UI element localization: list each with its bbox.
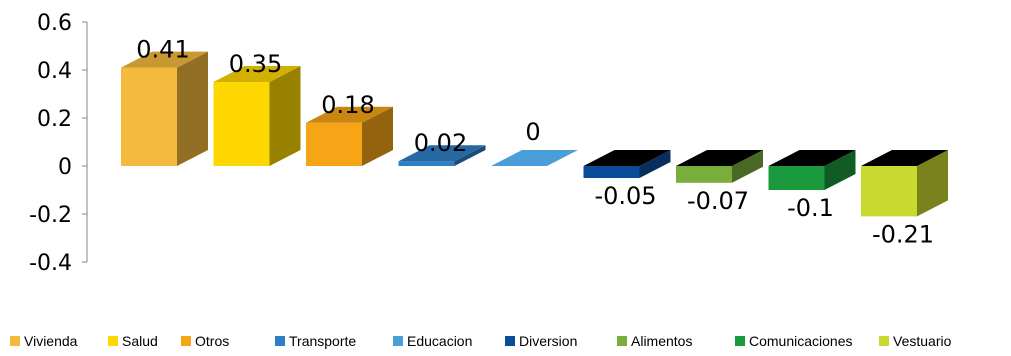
data-label: 0.41 — [136, 36, 189, 64]
bar-top — [583, 150, 671, 166]
bar-alimentos — [676, 150, 763, 183]
legend-label: Otros — [195, 333, 229, 349]
legend-label: Educacion — [407, 333, 472, 349]
bar-side — [454, 145, 486, 166]
legend-label: Diversion — [519, 333, 577, 349]
data-label: -0.05 — [594, 182, 656, 210]
legend-label: Comunicaciones — [749, 333, 853, 349]
bar-front — [398, 161, 455, 166]
bar-front — [306, 122, 362, 166]
legend-swatch — [393, 336, 403, 346]
legend-label: Vestuario — [893, 333, 952, 349]
bar-salud — [213, 66, 301, 166]
bar-front — [583, 166, 640, 178]
bar-front — [213, 82, 270, 166]
bar-vivienda — [121, 51, 208, 166]
bar-top — [676, 150, 763, 166]
bar-educacion — [491, 150, 578, 166]
bar-side — [269, 66, 301, 166]
bar-front — [861, 166, 917, 217]
data-label: 0 — [525, 118, 540, 146]
legend-swatch — [275, 336, 285, 346]
bar-front — [676, 166, 732, 183]
bar-side — [362, 106, 393, 166]
y-tick-label: -0.2 — [29, 203, 72, 228]
bar-top — [768, 150, 856, 166]
legend-item-vivienda: Vivienda — [10, 333, 78, 349]
legend-item-otros: Otros — [181, 333, 229, 349]
data-label: 0.35 — [229, 50, 282, 78]
legend-item-diversion: Diversion — [505, 333, 577, 349]
legend-swatch — [617, 336, 627, 346]
bar-front — [121, 67, 177, 166]
legend-item-vestuario: Vestuario — [879, 333, 952, 349]
bar-side — [824, 150, 856, 190]
bar-comunicaciones — [768, 150, 856, 190]
y-tick-label: 0.6 — [37, 11, 72, 36]
legend-item-comunicaciones: Comunicaciones — [735, 333, 853, 349]
legend-swatch — [10, 336, 20, 346]
legend-swatch — [879, 336, 889, 346]
legend-swatch — [181, 336, 191, 346]
data-label: -0.21 — [872, 220, 934, 248]
bar-side — [917, 150, 948, 217]
bar-top — [213, 66, 301, 82]
legend-swatch — [505, 336, 515, 346]
data-label: -0.07 — [687, 187, 749, 215]
y-tick-label: 0.4 — [37, 59, 72, 84]
legend: Vivienda Salud Otros Transporte Educacion Div… — [10, 333, 952, 349]
bars — [121, 51, 948, 217]
data-label: 0.02 — [414, 129, 467, 157]
y-tick-label: 0.2 — [37, 107, 72, 132]
bar-top — [861, 150, 948, 166]
bar-top — [121, 51, 208, 68]
data-label: -0.1 — [787, 194, 834, 222]
bar-diversion — [583, 150, 671, 178]
data-labels: 0.41 0.35 0.18 0.02 0 -0.05 -0.07 -0.1 -0.21 — [136, 36, 934, 249]
legend-label: Alimentos — [631, 333, 692, 349]
bar-front — [768, 166, 825, 190]
bar-side — [732, 150, 763, 183]
y-tick-label: -0.4 — [29, 251, 72, 276]
legend-label: Vivienda — [24, 333, 78, 349]
legend-swatch — [108, 336, 118, 346]
data-label: 0.18 — [321, 91, 374, 119]
bar-side — [177, 51, 208, 166]
legend-label: Salud — [122, 333, 158, 349]
legend-swatch — [735, 336, 745, 346]
legend-item-salud: Salud — [108, 333, 158, 349]
legend-item-educacion: Educacion — [393, 333, 472, 349]
legend-item-transporte: Transporte — [275, 333, 356, 349]
bar-transporte — [398, 145, 486, 166]
bar-vestuario — [861, 150, 948, 217]
bar-side — [639, 150, 671, 178]
y-axis: 0.6 0.4 0.2 0 -0.2 -0.4 — [29, 11, 88, 276]
bar-top — [306, 106, 393, 123]
bar-top — [491, 150, 578, 166]
bar-top — [398, 145, 486, 162]
y-tick-label: 0 — [58, 155, 72, 180]
legend-item-alimentos: Alimentos — [617, 333, 692, 349]
legend-label: Transporte — [289, 333, 356, 349]
bar-otros — [306, 106, 393, 166]
